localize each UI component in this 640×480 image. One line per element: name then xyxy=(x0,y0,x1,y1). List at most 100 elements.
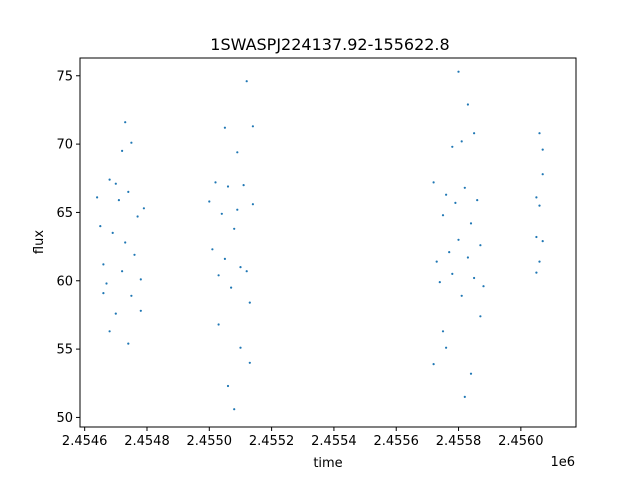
x-tick-label: 2.4558 xyxy=(436,434,482,449)
x-tick-label: 2.4546 xyxy=(62,434,108,449)
data-point xyxy=(236,151,239,154)
data-point xyxy=(457,238,460,241)
data-point xyxy=(473,276,476,280)
data-point xyxy=(435,260,438,263)
x-tick-label: 2.4560 xyxy=(498,434,544,449)
data-point xyxy=(142,207,145,210)
data-point xyxy=(251,203,254,206)
data-point xyxy=(448,251,451,254)
data-point xyxy=(230,286,233,289)
y-axis-label: flux xyxy=(32,230,47,254)
plot-frame xyxy=(79,57,577,428)
data-point xyxy=(451,272,454,275)
data-point xyxy=(445,346,448,349)
data-point xyxy=(233,227,236,230)
data-point xyxy=(438,281,441,284)
data-point xyxy=(214,181,217,184)
data-point xyxy=(441,214,445,217)
data-point xyxy=(469,222,473,225)
data-point xyxy=(245,270,248,273)
data-point xyxy=(535,235,538,239)
data-point xyxy=(245,80,248,83)
data-point xyxy=(208,200,211,203)
data-point xyxy=(236,208,239,211)
data-point xyxy=(136,215,139,218)
data-point xyxy=(538,260,541,263)
data-point xyxy=(121,270,124,273)
data-point xyxy=(102,263,105,266)
data-point xyxy=(127,190,130,193)
x-axis-label: time xyxy=(313,456,342,471)
data-point xyxy=(248,361,251,364)
data-point xyxy=(432,181,435,184)
data-point xyxy=(251,125,254,128)
data-point xyxy=(476,199,479,202)
data-point xyxy=(535,196,538,199)
y-tick-label: 75 xyxy=(56,69,73,84)
data-point xyxy=(217,274,220,277)
data-point xyxy=(99,225,102,228)
data-point xyxy=(482,285,485,288)
plot-area xyxy=(80,58,576,427)
data-point xyxy=(441,330,445,333)
data-point xyxy=(460,140,463,143)
data-point xyxy=(226,384,230,388)
data-point xyxy=(217,323,220,326)
data-point xyxy=(463,186,466,189)
x-tick-label: 2.4548 xyxy=(124,434,170,449)
data-point xyxy=(541,240,544,243)
data-point xyxy=(223,126,226,129)
data-point xyxy=(479,315,482,318)
data-point xyxy=(541,148,544,151)
data-point xyxy=(130,294,133,297)
data-point xyxy=(233,408,236,411)
data-point xyxy=(432,363,435,366)
data-point xyxy=(139,278,142,281)
data-point xyxy=(479,244,482,247)
y-tick-label: 55 xyxy=(56,343,73,358)
data-point xyxy=(139,309,142,312)
y-tick-label: 60 xyxy=(56,274,73,289)
data-point xyxy=(463,395,466,398)
data-point xyxy=(541,173,544,176)
data-point xyxy=(535,271,538,274)
data-point xyxy=(466,103,469,106)
data-point xyxy=(538,132,541,135)
data-point xyxy=(127,342,130,345)
data-points xyxy=(96,70,544,411)
data-point xyxy=(239,266,242,269)
x-tick-label: 2.4552 xyxy=(249,434,295,449)
y-tick-label: 70 xyxy=(56,138,73,153)
data-point xyxy=(220,212,223,215)
y-tick-label: 65 xyxy=(56,206,73,221)
data-point xyxy=(473,132,476,135)
x-tick-label: 2.4556 xyxy=(373,434,419,449)
data-point xyxy=(239,346,242,349)
data-point xyxy=(538,204,541,207)
data-point xyxy=(133,253,136,256)
data-point xyxy=(96,196,99,199)
data-point xyxy=(130,141,133,144)
data-point xyxy=(454,201,457,204)
data-point xyxy=(445,193,448,196)
data-point xyxy=(105,282,108,285)
data-point xyxy=(114,182,117,185)
data-point xyxy=(108,178,111,181)
data-point xyxy=(117,199,120,202)
data-point xyxy=(121,149,124,152)
data-point xyxy=(111,231,114,234)
data-point xyxy=(124,241,127,244)
data-point xyxy=(226,185,230,188)
data-point xyxy=(124,121,127,124)
y-axis-ticks: 50 55 60 65 70 75 xyxy=(56,69,80,426)
data-point xyxy=(469,372,473,375)
data-point xyxy=(451,145,454,148)
data-point xyxy=(108,330,111,333)
data-point xyxy=(242,184,245,187)
y-tick-label: 50 xyxy=(56,411,73,426)
data-point xyxy=(466,256,469,259)
data-point xyxy=(248,301,251,304)
x-axis-ticks: 2.4546 2.4548 2.4550 2.4552 2.4554 2.4556 2.45… xyxy=(62,427,544,449)
data-point xyxy=(223,257,226,260)
